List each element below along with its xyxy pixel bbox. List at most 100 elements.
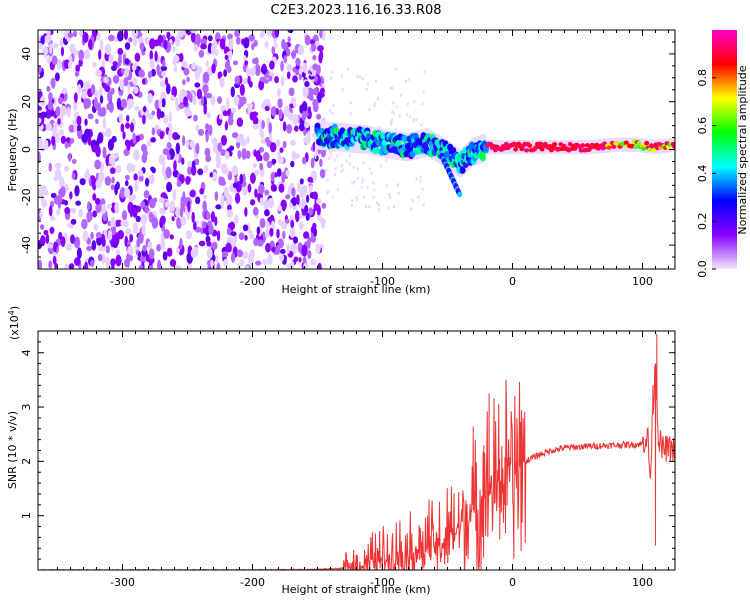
noise-blob <box>308 207 314 216</box>
noise-blob <box>214 191 219 202</box>
noise-blob <box>279 147 284 153</box>
noise-blob <box>170 94 175 102</box>
noise-blob <box>95 69 103 77</box>
noise-blob <box>222 110 229 117</box>
noise-blob <box>320 219 326 230</box>
noise-blob <box>219 149 227 156</box>
noise-blob <box>254 188 258 198</box>
noise-blob <box>312 87 319 96</box>
noise-blob <box>92 210 98 218</box>
noise-blob <box>285 218 290 224</box>
noise-blob <box>77 83 82 94</box>
noise-blob <box>114 233 118 245</box>
noise-blob <box>115 164 122 174</box>
noise-blob <box>140 214 148 225</box>
noise-speck <box>377 208 380 212</box>
noise-speck <box>378 125 381 129</box>
noise-speck <box>350 101 353 105</box>
noise-blob <box>297 242 303 253</box>
ridge-blob <box>623 140 629 145</box>
noise-blob <box>290 228 295 238</box>
noise-blob <box>97 132 104 144</box>
x-tick-label: 0 <box>509 275 516 288</box>
noise-blob <box>138 69 145 78</box>
noise-speck <box>391 118 394 122</box>
noise-speck <box>396 184 399 188</box>
noise-blob <box>129 122 135 133</box>
x-tick-label: -200 <box>240 576 265 589</box>
noise-blob <box>286 111 292 117</box>
noise-blob <box>124 58 130 65</box>
noise-blob <box>55 194 63 205</box>
noise-blob <box>110 87 115 95</box>
noise-speck <box>330 76 333 80</box>
noise-blob <box>195 124 200 132</box>
noise-blob <box>91 174 95 187</box>
noise-blob <box>149 50 154 61</box>
noise-blob <box>166 181 173 193</box>
noise-blob <box>205 92 213 99</box>
colorbar-label: Normalized spectral amplitude <box>736 65 749 234</box>
noise-blob <box>277 219 284 226</box>
snr-scale-prefix: (x10 <box>8 315 21 340</box>
noise-blob <box>108 53 114 65</box>
noise-blob <box>235 36 241 45</box>
noise-speck <box>374 101 377 105</box>
noise-blob <box>291 187 296 197</box>
noise-speck <box>372 181 375 185</box>
noise-blob <box>175 134 181 140</box>
noise-blob <box>262 63 267 72</box>
noise-blob <box>142 244 147 252</box>
noise-speck <box>393 205 396 209</box>
noise-speck <box>328 156 331 160</box>
noise-blob <box>286 123 293 134</box>
noise-blob <box>116 97 122 110</box>
noise-blob <box>175 35 181 47</box>
noise-blob <box>81 90 88 100</box>
ridge-blob <box>401 134 408 142</box>
x-tick-label: -300 <box>110 576 135 589</box>
noise-blob <box>148 174 155 185</box>
noise-blob <box>60 236 66 248</box>
noise-blob <box>157 259 162 269</box>
noise-blob <box>206 240 212 247</box>
noise-blob <box>123 77 129 87</box>
noise-blob <box>210 211 216 223</box>
noise-blob <box>154 99 160 110</box>
noise-blob <box>218 114 223 120</box>
noise-blob <box>230 107 237 114</box>
noise-blob <box>312 54 317 61</box>
noise-blob <box>259 162 264 171</box>
noise-blob <box>56 208 61 216</box>
noise-blob <box>219 180 227 186</box>
noise-blob <box>302 256 307 264</box>
y-tick-label: 2 <box>20 458 33 465</box>
ridge-blob <box>513 147 519 152</box>
noise-speck <box>408 115 411 119</box>
noise-blob <box>148 211 153 220</box>
noise-blob <box>263 151 270 162</box>
noise-blob <box>117 47 124 56</box>
noise-blob <box>244 206 248 217</box>
noise-blob <box>53 95 57 106</box>
noise-blob <box>258 79 265 91</box>
noise-blob <box>120 220 124 227</box>
noise-speck <box>385 184 388 188</box>
noise-blob <box>175 247 180 254</box>
noise-blob <box>295 57 301 66</box>
noise-blob <box>65 243 72 251</box>
noise-blob <box>39 95 46 107</box>
noise-blob <box>247 75 251 85</box>
noise-blob <box>287 36 291 43</box>
noise-blob <box>70 234 75 245</box>
noise-blob <box>153 197 158 203</box>
x-tick-label: -200 <box>240 275 265 288</box>
noise-blob <box>69 137 75 144</box>
noise-blob <box>102 246 107 253</box>
noise-blob <box>102 117 107 130</box>
noise-blob <box>209 172 213 178</box>
noise-blob <box>124 188 131 199</box>
noise-blob <box>274 42 278 49</box>
noise-speck <box>417 195 420 199</box>
